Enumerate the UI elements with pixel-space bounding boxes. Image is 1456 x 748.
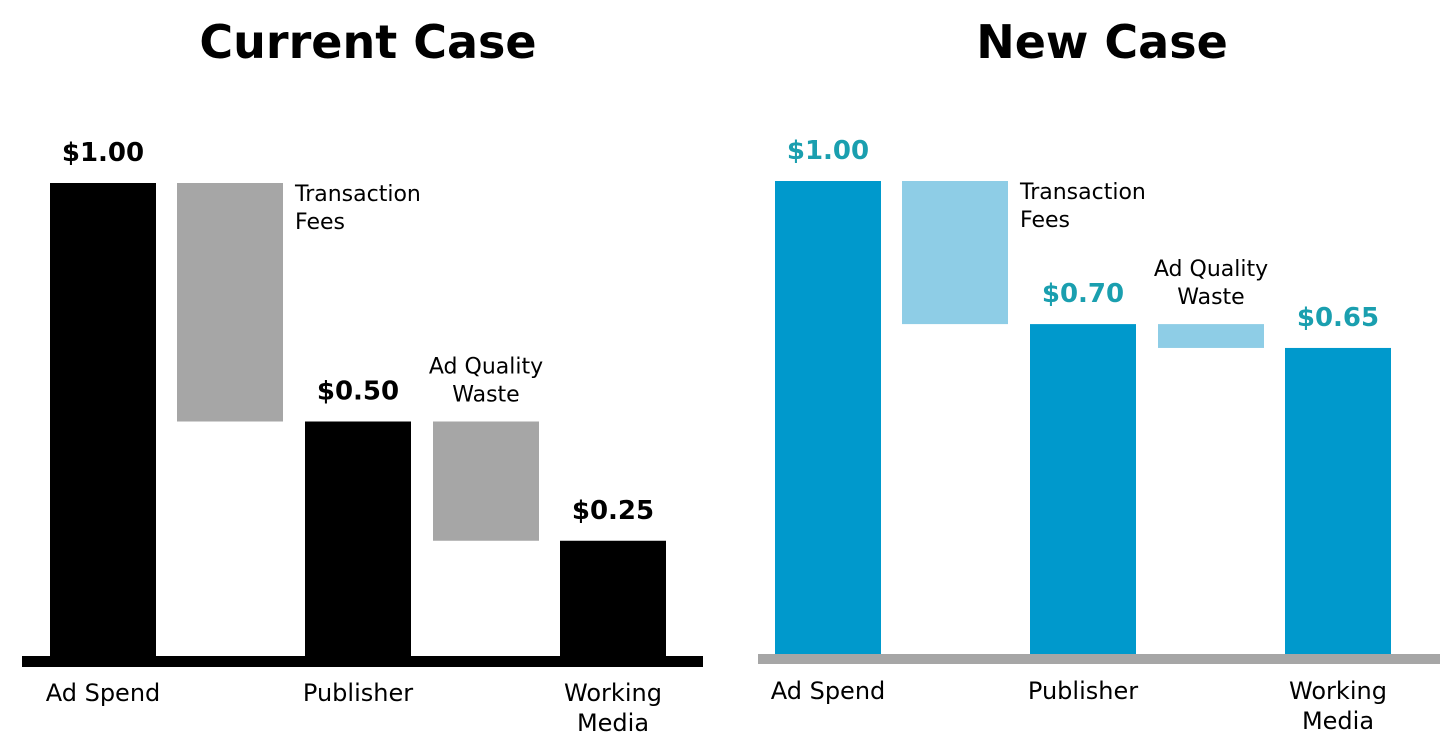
annotation: Transaction Fees — [294, 182, 421, 235]
annotation: Ad Quality Waste — [429, 355, 543, 408]
annotation: Transaction Fees — [1019, 180, 1146, 233]
bar-decrease — [1158, 324, 1264, 348]
category-label: Ad Spend — [46, 679, 161, 707]
bar-decrease — [902, 181, 1008, 325]
category-label: Ad Spend — [771, 677, 886, 705]
baseline-axis — [22, 656, 703, 667]
data-label: $1.00 — [787, 136, 869, 166]
bar-total — [1285, 347, 1391, 658]
bar-decrease — [433, 421, 539, 541]
bar-total — [775, 181, 881, 658]
category-label: Working Media — [1289, 677, 1387, 735]
data-label: $1.00 — [62, 138, 144, 168]
bar-decrease — [177, 183, 283, 422]
category-label: Publisher — [1028, 677, 1138, 705]
bar-total — [560, 540, 666, 660]
chart-title: Current Case — [199, 15, 536, 69]
chart-panel-1: Current Case $1.00 Ad Spend Transaction Fees… — [22, 15, 703, 737]
bar-total — [1030, 324, 1136, 658]
chart-title: New Case — [976, 15, 1228, 69]
data-label: $0.70 — [1042, 279, 1124, 309]
data-label: $0.50 — [317, 377, 399, 407]
annotation: Ad Quality Waste — [1154, 257, 1268, 310]
category-label: Working Media — [564, 679, 662, 737]
data-label: $0.65 — [1297, 303, 1379, 333]
data-label: $0.25 — [572, 496, 654, 526]
category-label: Publisher — [303, 679, 413, 707]
bar-total — [305, 421, 411, 660]
baseline-axis — [758, 654, 1440, 664]
bar-total — [50, 183, 156, 660]
chart-panel-2: New Case $1.00 Ad Spend Transaction Fees $0.7… — [758, 15, 1440, 735]
